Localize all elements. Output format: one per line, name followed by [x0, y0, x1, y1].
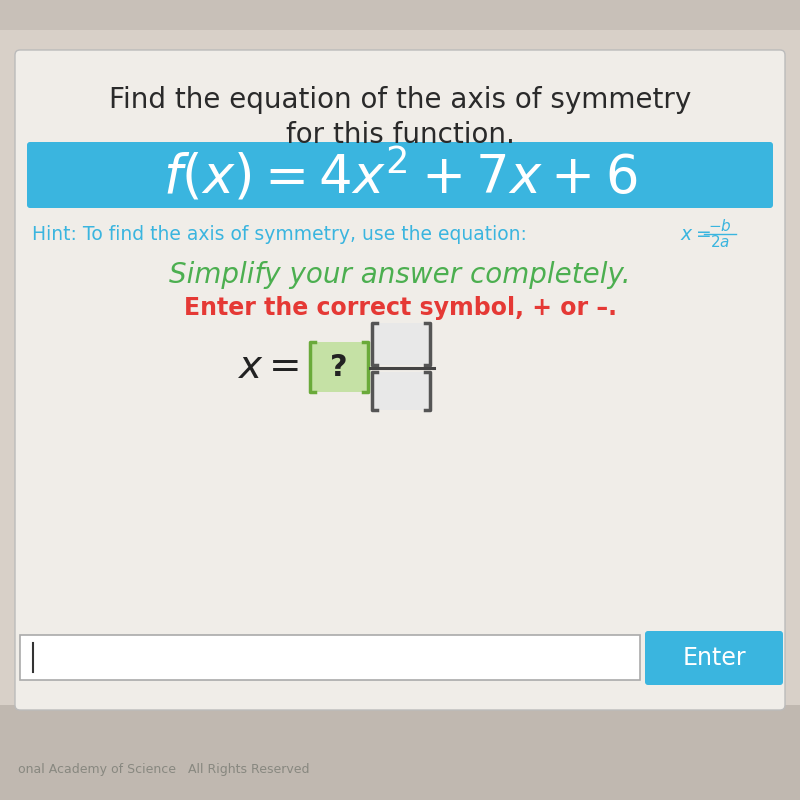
Text: Hint: To find the axis of symmetry, use the equation:: Hint: To find the axis of symmetry, use … [32, 225, 533, 243]
Text: onal Academy of Science   All Rights Reserved: onal Academy of Science All Rights Reser… [18, 763, 310, 777]
FancyBboxPatch shape [645, 631, 783, 685]
Text: ?: ? [330, 353, 348, 382]
Text: for this function.: for this function. [286, 121, 514, 149]
Bar [0, 705, 800, 800]
Text: Simplify your answer completely.: Simplify your answer completely. [169, 261, 631, 289]
FancyBboxPatch shape [15, 50, 785, 710]
Bar [20, 635, 640, 680]
Bar [372, 372, 430, 410]
Text: $-b$: $-b$ [708, 218, 732, 234]
Bar [0, 0, 800, 30]
Text: Find the equation of the axis of symmetry: Find the equation of the axis of symmetr… [109, 86, 691, 114]
Bar [372, 323, 430, 365]
Text: Enter: Enter [682, 646, 746, 670]
Text: $x =$: $x =$ [680, 225, 711, 243]
FancyBboxPatch shape [27, 142, 773, 208]
Text: Enter the correct symbol, + or –.: Enter the correct symbol, + or –. [183, 296, 617, 320]
Text: $x =$: $x =$ [237, 348, 299, 386]
Bar [310, 342, 368, 392]
Text: $f(x) = 4x^2 + 7x + 6$: $f(x) = 4x^2 + 7x + 6$ [163, 146, 637, 204]
Text: $2a$: $2a$ [710, 234, 730, 250]
